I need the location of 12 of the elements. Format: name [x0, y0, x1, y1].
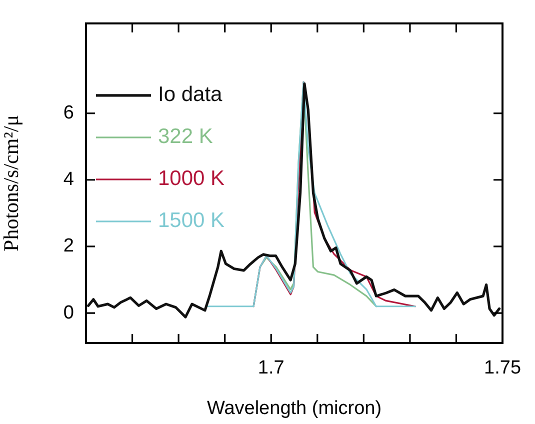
y-tick-label: 6 [63, 102, 74, 124]
x-tick-label: 1.75 [484, 358, 521, 379]
y-tick-label: 2 [63, 236, 74, 257]
y-axis-title: Photons/s/cm²/μ [0, 114, 24, 252]
x-tick-label: 1.7 [258, 358, 284, 379]
legend-label: 322 K [158, 125, 213, 148]
x-axis-title: Wavelength (micron) [206, 398, 382, 419]
legend-label: Io data [158, 83, 223, 106]
y-tick-label: 4 [63, 169, 74, 190]
legend-label: 1000 K [158, 167, 225, 190]
y-tick-label: 0 [63, 302, 74, 324]
legend-label: 1500 K [158, 209, 225, 232]
